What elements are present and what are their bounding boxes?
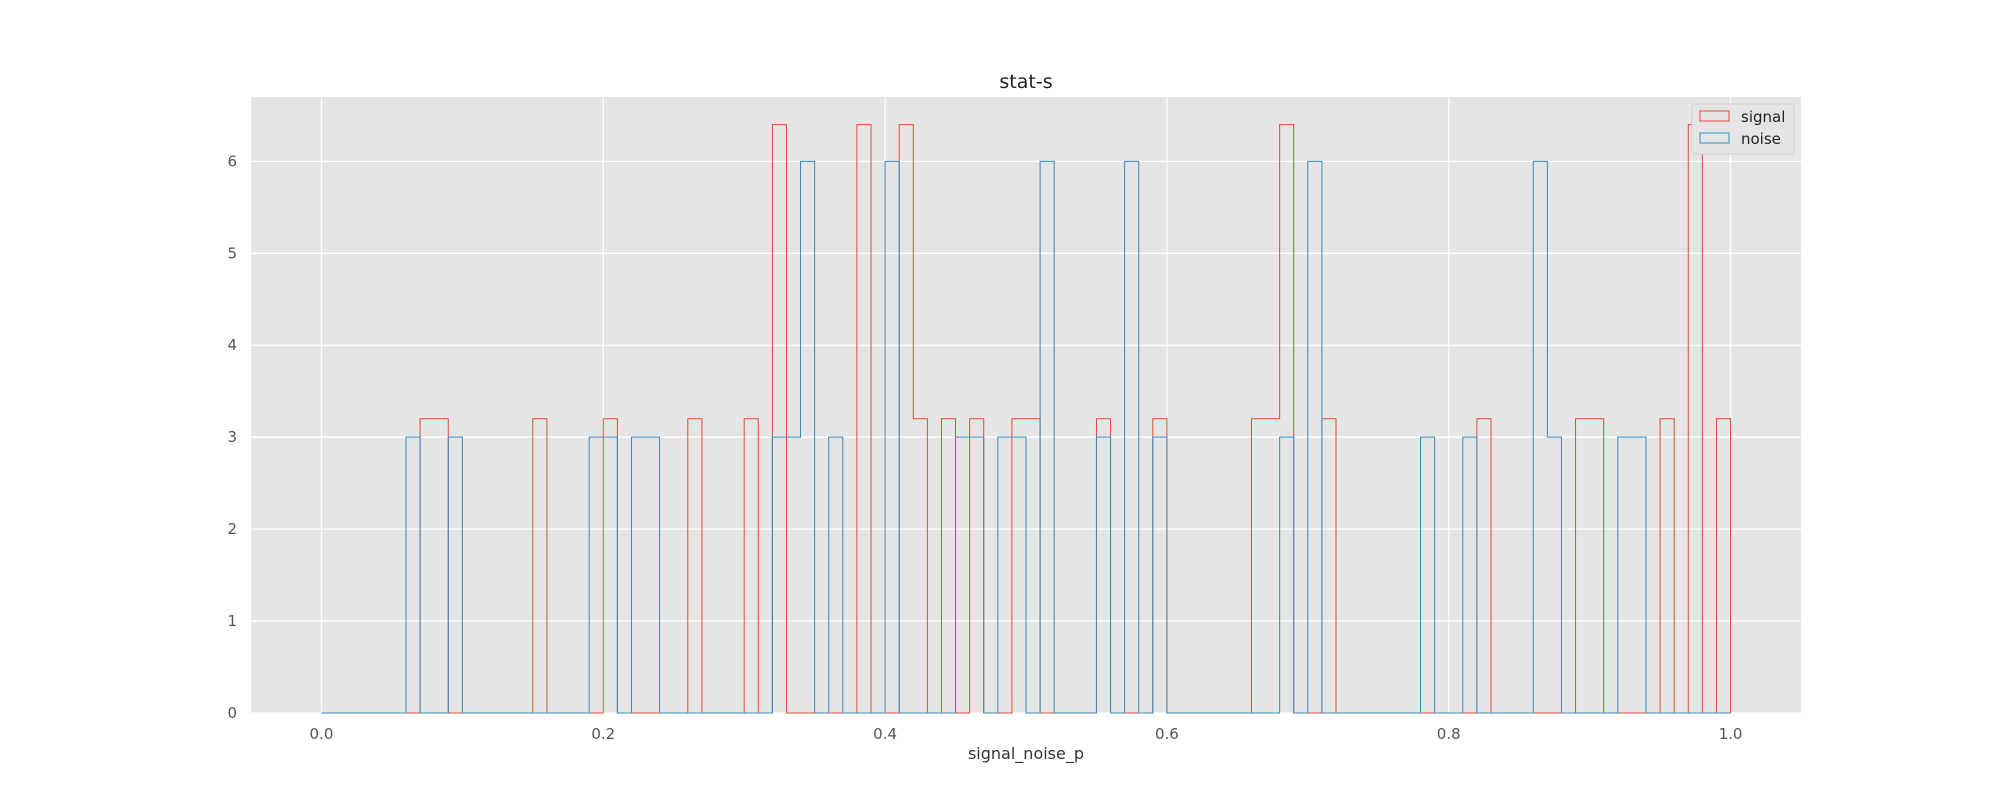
- y-tick-label: 4: [227, 336, 237, 354]
- legend-label-noise: noise: [1741, 130, 1781, 148]
- x-tick-label: 0.0: [310, 725, 334, 743]
- y-tick-label: 6: [227, 152, 237, 170]
- y-axis-ticks: 0 1 2 3 4 5 6: [227, 152, 237, 722]
- y-tick-label: 1: [227, 612, 237, 630]
- legend-box: [1691, 103, 1795, 155]
- chart-title: stat-s: [999, 71, 1052, 93]
- y-tick-label: 2: [227, 520, 237, 538]
- x-tick-label: 0.2: [591, 725, 615, 743]
- series-layer: [321, 124, 1732, 714]
- legend-label-signal: signal: [1741, 108, 1785, 126]
- y-tick-label: 5: [227, 244, 237, 262]
- legend: signal noise: [1691, 103, 1795, 155]
- legend-swatch-signal: [1699, 110, 1730, 122]
- x-tick-label: 1.0: [1719, 725, 1743, 743]
- x-axis-label: signal_noise_p: [968, 744, 1084, 764]
- x-tick-label: 0.6: [1155, 725, 1179, 743]
- histogram-step-noise: [321, 160, 1731, 714]
- y-tick-label: 3: [227, 428, 237, 446]
- x-tick-label: 0.8: [1437, 725, 1461, 743]
- x-tick-label: 0.4: [873, 725, 897, 743]
- y-tick-label: 0: [227, 704, 237, 722]
- legend-swatch-noise: [1699, 132, 1730, 144]
- x-axis-ticks: 0.0 0.2 0.4 0.6 0.8 1.0: [310, 725, 1743, 743]
